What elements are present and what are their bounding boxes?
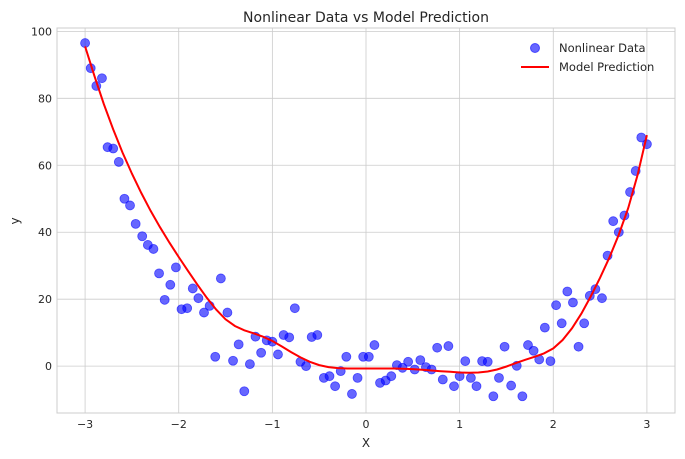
- data-point: [551, 300, 561, 311]
- legend-label-data: Nonlinear Data: [559, 41, 646, 55]
- legend-marker-data: [530, 43, 540, 53]
- data-point: [471, 381, 482, 392]
- data-point: [386, 371, 397, 382]
- data-point: [539, 322, 550, 333]
- data-point: [222, 307, 233, 318]
- chart-title: Nonlinear Data vs Model Prediction: [243, 10, 489, 26]
- data-point: [199, 307, 209, 318]
- data-point: [284, 332, 295, 343]
- data-point: [312, 330, 323, 340]
- data-point: [113, 157, 124, 167]
- data-point: [239, 386, 250, 397]
- data-point: [244, 359, 255, 370]
- data-point: [499, 341, 510, 352]
- data-point: [460, 356, 471, 367]
- data-point: [432, 342, 443, 353]
- data-point: [182, 303, 193, 314]
- x-tick-label: −2: [171, 418, 187, 431]
- data-point: [330, 381, 341, 392]
- data-point: [187, 283, 198, 294]
- y-tick-label: 60: [38, 159, 52, 172]
- y-axis-label: y: [8, 217, 22, 224]
- data-point: [545, 356, 556, 367]
- scatter-series: [80, 38, 652, 402]
- data-point: [488, 391, 499, 402]
- data-point: [363, 351, 374, 362]
- data-point: [210, 351, 221, 362]
- data-point: [256, 347, 267, 358]
- data-point: [289, 303, 300, 314]
- x-tick-label: 3: [643, 418, 650, 431]
- data-point: [597, 293, 607, 304]
- y-tick-labels: 0 20 40 60 80 100: [31, 25, 52, 373]
- data-point: [154, 268, 164, 279]
- data-point: [449, 381, 459, 392]
- data-point: [568, 297, 578, 308]
- data-point: [415, 355, 426, 366]
- y-tick-label: 40: [38, 226, 52, 239]
- data-point: [137, 231, 148, 242]
- data-point: [443, 341, 454, 351]
- data-point: [465, 372, 476, 383]
- data-point: [324, 371, 335, 382]
- data-point: [215, 273, 226, 284]
- data-point: [562, 286, 573, 297]
- data-point: [482, 356, 493, 367]
- model-prediction-line: [84, 46, 648, 374]
- data-point: [228, 355, 238, 366]
- plot-frame: [56, 27, 676, 414]
- data-point: [165, 279, 176, 290]
- data-point: [352, 372, 363, 383]
- x-axis-label: X: [362, 436, 370, 450]
- data-point: [573, 341, 584, 352]
- x-tick-label: 1: [456, 418, 463, 431]
- data-point: [97, 73, 107, 84]
- data-point: [556, 318, 567, 329]
- data-point: [119, 193, 130, 204]
- x-tick-label: 2: [550, 418, 557, 431]
- data-point: [148, 244, 159, 254]
- data-point: [369, 340, 380, 350]
- data-point: [301, 361, 311, 372]
- data-point: [506, 380, 517, 391]
- data-point: [80, 38, 90, 48]
- x-tick-label: −3: [77, 418, 93, 431]
- legend: Nonlinear Data Model Prediction: [521, 41, 654, 74]
- y-tick-label: 0: [45, 360, 52, 373]
- data-point: [494, 372, 504, 383]
- data-point: [517, 391, 528, 402]
- data-point: [347, 389, 357, 399]
- data-point: [341, 351, 352, 362]
- data-point: [273, 349, 283, 360]
- data-point: [108, 143, 119, 154]
- x-tick-label: −1: [264, 418, 280, 431]
- y-tick-label: 20: [38, 293, 52, 306]
- data-point: [159, 294, 170, 305]
- data-point: [125, 200, 135, 211]
- data-point: [608, 216, 619, 227]
- y-tick-label: 100: [31, 25, 52, 38]
- data-point: [233, 339, 244, 350]
- data-point: [437, 374, 448, 385]
- y-tick-label: 80: [38, 92, 52, 105]
- x-tick-label: 0: [363, 418, 370, 431]
- data-point: [130, 218, 141, 229]
- legend-label-model: Model Prediction: [559, 60, 654, 74]
- data-point: [528, 345, 539, 356]
- x-tick-labels: −3 −2 −1 0 1 2 3: [77, 418, 650, 431]
- data-point: [403, 356, 414, 367]
- data-point: [579, 318, 590, 329]
- data-point: [193, 293, 204, 304]
- data-point: [171, 262, 181, 273]
